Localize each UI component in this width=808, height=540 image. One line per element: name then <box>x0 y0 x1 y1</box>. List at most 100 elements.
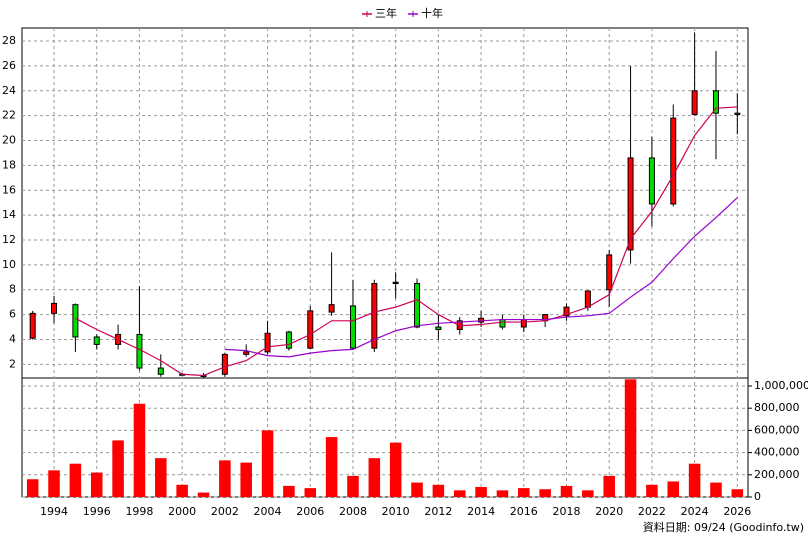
y2-tick-label: 800,000 <box>754 401 800 414</box>
x-tick-label: 2026 <box>723 505 751 518</box>
volume-bar <box>368 458 381 497</box>
y-tick-label: 10 <box>2 258 16 271</box>
candle-body <box>435 326 442 331</box>
volume-bar <box>518 488 530 497</box>
y2-tick-label: 400,000 <box>754 446 800 459</box>
volume-bar <box>176 484 188 497</box>
volume-bar <box>475 487 487 497</box>
candle-body <box>712 90 719 114</box>
volume-bar <box>133 403 146 497</box>
candle-body <box>670 117 677 205</box>
y-tick-label: 14 <box>2 208 16 221</box>
volume-bar <box>48 470 60 497</box>
candle-body <box>136 333 143 369</box>
candle-body <box>414 283 421 328</box>
y-tick-label: 16 <box>2 183 16 196</box>
candle-body <box>157 367 164 375</box>
volume-bar <box>688 463 701 497</box>
volume-bar <box>624 379 637 497</box>
candle-body <box>285 331 292 349</box>
candle-body <box>648 157 655 205</box>
candle-body <box>328 304 335 313</box>
candle-body <box>691 90 698 115</box>
volume-bar <box>112 440 124 497</box>
x-tick-label: 2024 <box>681 505 709 518</box>
y-tick-label: 18 <box>2 158 16 171</box>
volume-bar <box>411 482 423 497</box>
y-tick-label: 22 <box>2 109 16 122</box>
y2-tick-label: 0 <box>754 490 761 503</box>
volume-bar <box>646 484 658 497</box>
ma-line <box>75 106 738 377</box>
x-tick-label: 2018 <box>553 505 581 518</box>
x-tick-label: 2012 <box>424 505 452 518</box>
candle-body <box>221 353 228 375</box>
x-tick-label: 2014 <box>467 505 495 518</box>
volume-bar <box>283 485 295 497</box>
x-tick-label: 1998 <box>125 505 153 518</box>
volume-bar <box>26 479 39 497</box>
y2-tick-label: 200,000 <box>754 468 800 481</box>
candle-body <box>606 254 613 291</box>
y-tick-label: 12 <box>2 233 16 246</box>
volume-bar <box>219 460 231 497</box>
volume-bar <box>90 472 103 497</box>
x-tick-label: 2020 <box>595 505 623 518</box>
volume-bar <box>325 437 338 497</box>
x-tick-label: 2008 <box>339 505 367 518</box>
candle-body <box>307 310 314 349</box>
volume-bar <box>539 489 551 497</box>
x-tick-label: 2010 <box>382 505 410 518</box>
volume-bar <box>603 475 615 497</box>
plot-frame <box>21 27 749 498</box>
volume-bar <box>155 458 167 497</box>
volume-bar <box>710 482 722 497</box>
x-tick-label: 1996 <box>83 505 111 518</box>
y-tick-label: 8 <box>9 283 16 296</box>
x-tick-label: 1994 <box>40 505 68 518</box>
candle-body <box>734 112 741 115</box>
x-tick-label: 2004 <box>254 505 282 518</box>
y-tick-label: 20 <box>2 134 16 147</box>
candle-body <box>29 312 36 339</box>
candle-body <box>584 290 591 308</box>
legend-label: 十年 <box>421 6 443 20</box>
y-tick-label: 26 <box>2 59 16 72</box>
volume-bar <box>731 489 744 497</box>
candle-body <box>349 305 356 349</box>
volume-bar <box>432 484 445 497</box>
volume-bar <box>496 490 509 497</box>
candle-body <box>51 302 58 314</box>
candle-body <box>392 281 399 285</box>
volume-bar <box>261 430 274 497</box>
volume-bar <box>389 442 402 497</box>
legend-label: 三年 <box>375 6 397 20</box>
candle-body <box>72 304 79 338</box>
volume-bar <box>240 462 252 497</box>
y-tick-label: 24 <box>2 84 16 97</box>
volume-bar <box>667 481 680 497</box>
volume-bar <box>69 463 82 497</box>
x-tick-label: 2002 <box>211 505 239 518</box>
x-tick-label: 2006 <box>296 505 324 518</box>
volume-bar <box>197 492 210 497</box>
y-tick-label: 6 <box>9 308 16 321</box>
x-tick-label: 2016 <box>510 505 538 518</box>
candle-body <box>243 351 250 355</box>
x-tick-label: 2022 <box>638 505 666 518</box>
y2-tick-label: 600,000 <box>754 423 800 436</box>
y-tick-label: 4 <box>9 332 16 345</box>
source-note: 資料日期: 09/24 (Goodinfo.tw) <box>643 520 804 534</box>
x-tick-label: 2000 <box>168 505 196 518</box>
candle-body <box>371 283 378 349</box>
volume-bar <box>453 490 466 497</box>
volume-bar <box>560 485 573 497</box>
y-tick-label: 28 <box>2 34 16 47</box>
volume-bar <box>304 488 317 497</box>
candle-body <box>499 319 506 328</box>
y2-tick-label: 1,000,000 <box>754 379 808 392</box>
candle-body <box>264 332 271 353</box>
y-tick-label: 2 <box>9 357 16 370</box>
ma-line <box>224 197 738 358</box>
